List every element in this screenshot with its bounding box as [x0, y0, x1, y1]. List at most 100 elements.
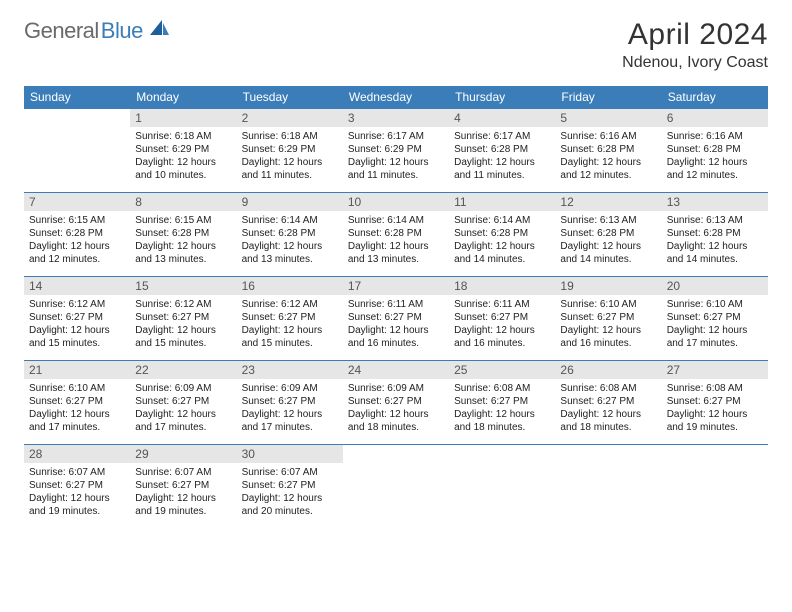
day-data: Sunrise: 6:07 AMSunset: 6:27 PMDaylight:… [130, 463, 236, 520]
day-data: Sunrise: 6:12 AMSunset: 6:27 PMDaylight:… [130, 295, 236, 352]
day-cell [449, 445, 555, 529]
day-cell: 20Sunrise: 6:10 AMSunset: 6:27 PMDayligh… [662, 277, 768, 361]
day-cell: 6Sunrise: 6:16 AMSunset: 6:28 PMDaylight… [662, 109, 768, 193]
day-cell [662, 445, 768, 529]
calendar-page: GeneralBlue April 2024 Ndenou, Ivory Coa… [0, 0, 792, 547]
day-number: 28 [24, 445, 130, 463]
day-cell: 27Sunrise: 6:08 AMSunset: 6:27 PMDayligh… [662, 361, 768, 445]
day-header: Thursday [449, 86, 555, 109]
sail-icon [148, 18, 170, 43]
week-row: 28Sunrise: 6:07 AMSunset: 6:27 PMDayligh… [24, 445, 768, 529]
day-number: 19 [555, 277, 661, 295]
day-number: 13 [662, 193, 768, 211]
day-data: Sunrise: 6:16 AMSunset: 6:28 PMDaylight:… [662, 127, 768, 184]
day-number: 8 [130, 193, 236, 211]
day-cell: 22Sunrise: 6:09 AMSunset: 6:27 PMDayligh… [130, 361, 236, 445]
day-number: 2 [237, 109, 343, 127]
day-number: 12 [555, 193, 661, 211]
day-header: Saturday [662, 86, 768, 109]
day-header: Friday [555, 86, 661, 109]
day-data: Sunrise: 6:15 AMSunset: 6:28 PMDaylight:… [130, 211, 236, 268]
location: Ndenou, Ivory Coast [622, 54, 768, 72]
day-data: Sunrise: 6:08 AMSunset: 6:27 PMDaylight:… [555, 379, 661, 436]
day-data: Sunrise: 6:07 AMSunset: 6:27 PMDaylight:… [24, 463, 130, 520]
month-title: April 2024 [622, 18, 768, 52]
day-cell: 25Sunrise: 6:08 AMSunset: 6:27 PMDayligh… [449, 361, 555, 445]
day-header: Wednesday [343, 86, 449, 109]
day-number: 29 [130, 445, 236, 463]
day-data: Sunrise: 6:16 AMSunset: 6:28 PMDaylight:… [555, 127, 661, 184]
header: GeneralBlue April 2024 Ndenou, Ivory Coa… [24, 18, 768, 72]
day-number: 11 [449, 193, 555, 211]
day-cell: 24Sunrise: 6:09 AMSunset: 6:27 PMDayligh… [343, 361, 449, 445]
day-number: 4 [449, 109, 555, 127]
day-cell [343, 445, 449, 529]
day-cell: 1Sunrise: 6:18 AMSunset: 6:29 PMDaylight… [130, 109, 236, 193]
day-number: 26 [555, 361, 661, 379]
day-number: 10 [343, 193, 449, 211]
day-data: Sunrise: 6:07 AMSunset: 6:27 PMDaylight:… [237, 463, 343, 520]
day-number: 15 [130, 277, 236, 295]
day-cell: 9Sunrise: 6:14 AMSunset: 6:28 PMDaylight… [237, 193, 343, 277]
day-number: 21 [24, 361, 130, 379]
day-cell: 12Sunrise: 6:13 AMSunset: 6:28 PMDayligh… [555, 193, 661, 277]
logo-text-general: General [24, 18, 99, 44]
day-cell: 7Sunrise: 6:15 AMSunset: 6:28 PMDaylight… [24, 193, 130, 277]
day-cell: 29Sunrise: 6:07 AMSunset: 6:27 PMDayligh… [130, 445, 236, 529]
day-cell: 3Sunrise: 6:17 AMSunset: 6:29 PMDaylight… [343, 109, 449, 193]
day-number: 27 [662, 361, 768, 379]
day-cell [555, 445, 661, 529]
day-number: 17 [343, 277, 449, 295]
day-data: Sunrise: 6:11 AMSunset: 6:27 PMDaylight:… [343, 295, 449, 352]
day-cell: 28Sunrise: 6:07 AMSunset: 6:27 PMDayligh… [24, 445, 130, 529]
day-cell: 10Sunrise: 6:14 AMSunset: 6:28 PMDayligh… [343, 193, 449, 277]
day-number: 20 [662, 277, 768, 295]
day-cell: 30Sunrise: 6:07 AMSunset: 6:27 PMDayligh… [237, 445, 343, 529]
logo-text-blue: Blue [101, 18, 143, 44]
day-header: Sunday [24, 86, 130, 109]
week-row: 7Sunrise: 6:15 AMSunset: 6:28 PMDaylight… [24, 193, 768, 277]
day-number: 7 [24, 193, 130, 211]
day-cell: 2Sunrise: 6:18 AMSunset: 6:29 PMDaylight… [237, 109, 343, 193]
day-cell: 16Sunrise: 6:12 AMSunset: 6:27 PMDayligh… [237, 277, 343, 361]
day-cell: 18Sunrise: 6:11 AMSunset: 6:27 PMDayligh… [449, 277, 555, 361]
week-row: 1Sunrise: 6:18 AMSunset: 6:29 PMDaylight… [24, 109, 768, 193]
day-number: 1 [130, 109, 236, 127]
week-row: 14Sunrise: 6:12 AMSunset: 6:27 PMDayligh… [24, 277, 768, 361]
calendar-header-row: SundayMondayTuesdayWednesdayThursdayFrid… [24, 86, 768, 109]
day-cell: 4Sunrise: 6:17 AMSunset: 6:28 PMDaylight… [449, 109, 555, 193]
day-cell: 14Sunrise: 6:12 AMSunset: 6:27 PMDayligh… [24, 277, 130, 361]
day-number: 22 [130, 361, 236, 379]
day-cell [24, 109, 130, 193]
day-cell: 11Sunrise: 6:14 AMSunset: 6:28 PMDayligh… [449, 193, 555, 277]
day-data: Sunrise: 6:11 AMSunset: 6:27 PMDaylight:… [449, 295, 555, 352]
day-cell: 17Sunrise: 6:11 AMSunset: 6:27 PMDayligh… [343, 277, 449, 361]
day-data: Sunrise: 6:12 AMSunset: 6:27 PMDaylight:… [237, 295, 343, 352]
day-data: Sunrise: 6:18 AMSunset: 6:29 PMDaylight:… [237, 127, 343, 184]
day-data: Sunrise: 6:17 AMSunset: 6:29 PMDaylight:… [343, 127, 449, 184]
day-cell: 8Sunrise: 6:15 AMSunset: 6:28 PMDaylight… [130, 193, 236, 277]
day-data: Sunrise: 6:15 AMSunset: 6:28 PMDaylight:… [24, 211, 130, 268]
day-data: Sunrise: 6:09 AMSunset: 6:27 PMDaylight:… [343, 379, 449, 436]
day-data: Sunrise: 6:10 AMSunset: 6:27 PMDaylight:… [662, 295, 768, 352]
day-data: Sunrise: 6:14 AMSunset: 6:28 PMDaylight:… [343, 211, 449, 268]
title-block: April 2024 Ndenou, Ivory Coast [622, 18, 768, 72]
day-cell: 21Sunrise: 6:10 AMSunset: 6:27 PMDayligh… [24, 361, 130, 445]
day-cell: 15Sunrise: 6:12 AMSunset: 6:27 PMDayligh… [130, 277, 236, 361]
day-data: Sunrise: 6:09 AMSunset: 6:27 PMDaylight:… [237, 379, 343, 436]
day-data: Sunrise: 6:13 AMSunset: 6:28 PMDaylight:… [662, 211, 768, 268]
day-data: Sunrise: 6:17 AMSunset: 6:28 PMDaylight:… [449, 127, 555, 184]
day-number: 14 [24, 277, 130, 295]
day-header: Tuesday [237, 86, 343, 109]
day-cell: 13Sunrise: 6:13 AMSunset: 6:28 PMDayligh… [662, 193, 768, 277]
day-data: Sunrise: 6:13 AMSunset: 6:28 PMDaylight:… [555, 211, 661, 268]
day-number: 30 [237, 445, 343, 463]
day-cell: 19Sunrise: 6:10 AMSunset: 6:27 PMDayligh… [555, 277, 661, 361]
day-number: 18 [449, 277, 555, 295]
day-data: Sunrise: 6:12 AMSunset: 6:27 PMDaylight:… [24, 295, 130, 352]
day-data: Sunrise: 6:14 AMSunset: 6:28 PMDaylight:… [237, 211, 343, 268]
day-cell: 23Sunrise: 6:09 AMSunset: 6:27 PMDayligh… [237, 361, 343, 445]
logo: GeneralBlue [24, 18, 170, 44]
day-number: 9 [237, 193, 343, 211]
day-data: Sunrise: 6:18 AMSunset: 6:29 PMDaylight:… [130, 127, 236, 184]
